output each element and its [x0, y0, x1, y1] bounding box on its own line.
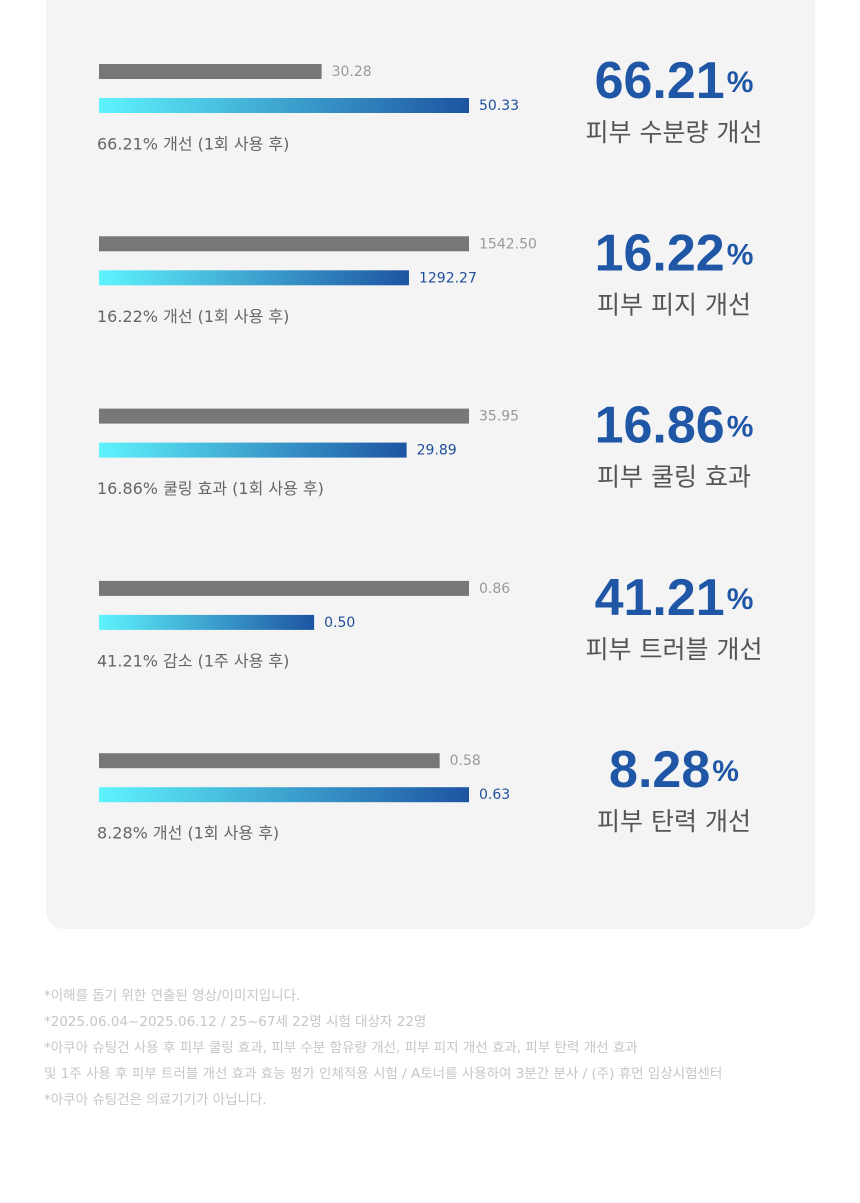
value-label: 35.95: [479, 409, 519, 425]
bar: [99, 236, 469, 252]
value-label: 0.63: [479, 787, 510, 803]
panel: [46, 0, 815, 929]
value-label: 30.28: [332, 64, 372, 80]
highlight-unit: %: [727, 238, 754, 271]
caption: 41.21% 감소 (1주 사용 후): [97, 651, 289, 670]
bar: [99, 614, 315, 630]
bar: [99, 64, 322, 79]
highlight-unit: %: [727, 411, 754, 444]
caption: 16.22% 개선 (1회 사용 후): [97, 307, 289, 326]
bar: [99, 580, 469, 596]
value-label: 50.33: [479, 98, 519, 114]
caption: 66.21% 개선 (1회 사용 후): [97, 135, 289, 154]
highlight: 16.22%: [595, 224, 754, 282]
highlight-value: 8.28: [609, 741, 710, 799]
bar: [99, 98, 469, 113]
value-label: 1542.50: [479, 236, 537, 252]
highlight: 66.21%: [595, 52, 754, 110]
highlight-value: 16.22: [595, 224, 725, 282]
value-label: 29.89: [417, 443, 457, 459]
bar: [99, 270, 409, 286]
chart-title: 피부 쿨링 효과: [597, 463, 751, 492]
highlight: 8.28%: [609, 741, 739, 799]
highlight-unit: %: [727, 583, 754, 616]
value-label: 0.50: [324, 615, 355, 631]
bar: [99, 753, 440, 769]
highlight-value: 16.86: [595, 396, 725, 454]
chart-title: 피부 트러블 개선: [586, 635, 763, 664]
highlight-unit: %: [727, 66, 754, 99]
highlight-value: 66.21: [595, 52, 725, 110]
chart-title: 피부 탄력 개선: [597, 807, 751, 836]
chart-title: 피부 피지 개선: [597, 290, 751, 319]
highlight-value: 41.21: [595, 569, 725, 627]
highlight-unit: %: [712, 755, 739, 788]
caption: 16.86% 쿨링 효과 (1회 사용 후): [97, 479, 324, 498]
value-label: 1292.27: [419, 270, 477, 286]
caption: 8.28% 개선 (1회 사용 후): [97, 824, 279, 843]
bar: [99, 787, 469, 803]
chart-title: 피부 수분량 개선: [586, 118, 763, 147]
value-label: 0.58: [450, 753, 481, 769]
bar: [99, 442, 407, 458]
highlight: 41.21%: [595, 569, 754, 627]
footnote: *이해를 돕기 위한 연출된 영상/이미지입니다.: [44, 988, 300, 1004]
footnote: *아쿠아 슈팅건은 의료기기가 아닙니다.: [44, 1092, 267, 1108]
bar: [99, 408, 469, 424]
highlight: 16.86%: [595, 396, 754, 454]
footnote: *아쿠아 슈팅건 사용 후 피부 쿨링 효과, 피부 수분 함유량 개선, 피부…: [44, 1040, 638, 1056]
footnote: *2025.06.04~2025.06.12 / 25~67세 22명 시험 대…: [44, 1014, 426, 1030]
value-label: 0.86: [479, 581, 510, 597]
footnote: 및 1주 사용 후 피부 트러블 개선 효과 효능 평가 인체적용 시험 / A…: [44, 1066, 722, 1082]
